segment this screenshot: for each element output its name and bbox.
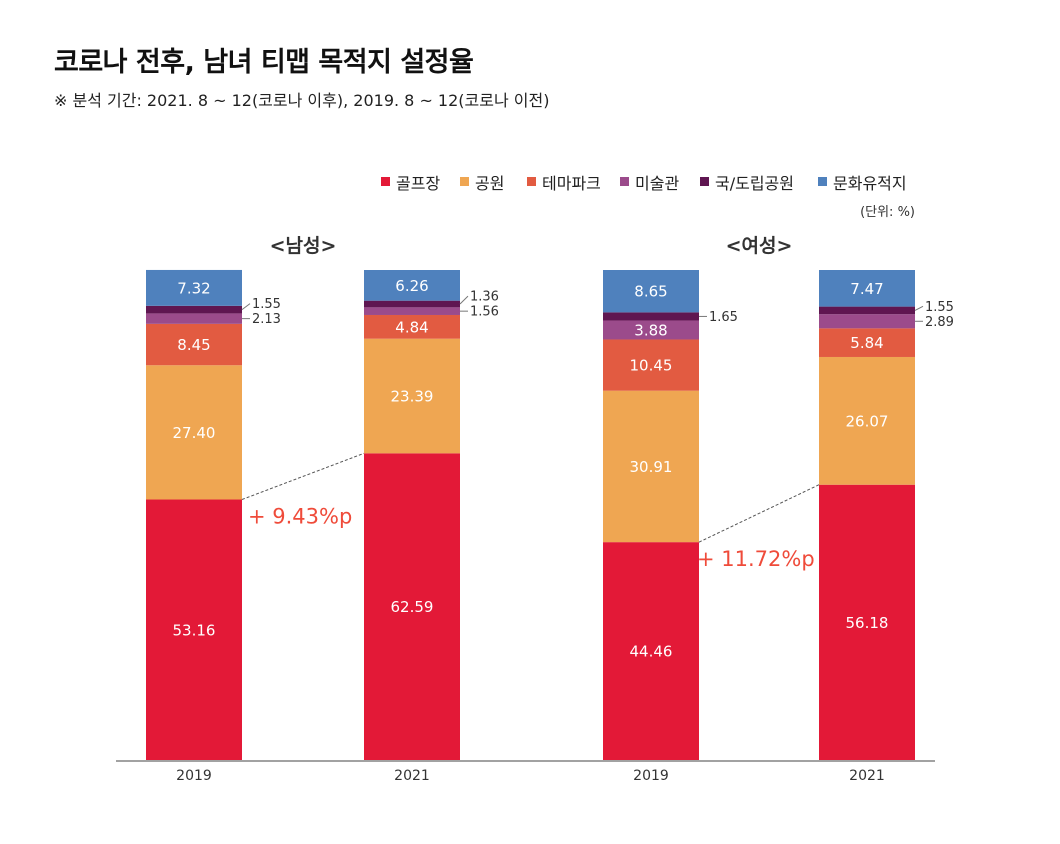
group-label: <여성> [726,235,793,257]
legend-swatch [818,177,827,186]
unit-label: (단위: %) [860,205,915,220]
bar-segment [603,320,699,340]
legend-label: 문화유적지 [833,174,907,193]
data-label: 8.65 [634,283,667,301]
legend-label: 테마파크 [542,174,601,193]
x-tick-label: 2021 [394,768,430,784]
data-label: 56.18 [846,614,889,632]
bar-segment [603,270,699,313]
data-label: 7.47 [850,280,883,298]
bar-segment [146,313,242,324]
change-connector-line [698,484,820,543]
data-label: 30.91 [630,458,673,476]
legend-swatch [460,177,469,186]
bar-segment [146,323,242,366]
bar-segment [819,306,915,315]
bar-segment [603,312,699,321]
legend-swatch [527,177,536,186]
legend-label: 미술관 [635,174,679,193]
data-label: 5.84 [850,334,883,352]
data-label: 1.56 [470,305,499,320]
data-label-leader-line [459,295,469,305]
bar-segment [364,307,460,315]
page-title: 코로나 전후, 남녀 티맵 목적지 설정율 [54,47,474,78]
bar-segment [603,390,699,543]
data-label: 1.65 [709,310,738,325]
page-subtitle: ※ 분석 기간: 2021. 8 ~ 12(코로나 이후), 2019. 8 ~… [54,91,550,110]
data-label-leader-line [914,305,924,311]
legend-swatch [620,177,629,186]
x-tick-label: 2019 [176,768,212,784]
data-label: 6.26 [395,277,428,295]
x-tick-label: 2021 [849,768,885,784]
change-annotation: + 11.72%p [697,547,815,571]
bar-segment [146,269,242,306]
data-label: 2.89 [925,315,954,330]
bar-segment [364,338,460,454]
group-label: <남성> [270,235,337,257]
bar-segment [819,328,915,357]
data-label: 53.16 [173,621,216,639]
data-label: 44.46 [630,643,673,661]
change-connector-line [241,452,365,500]
data-label: 4.84 [395,318,428,336]
data-label: 1.55 [925,300,954,315]
bar-segment [819,356,915,485]
change-annotation: + 9.43%p [248,505,352,529]
legend-label: 국/도립공원 [715,174,794,193]
data-label-leader-line [241,303,251,311]
data-label: 62.59 [391,598,434,616]
data-label: 10.45 [630,357,673,375]
legend-swatch [381,177,390,186]
data-label: 1.36 [470,290,499,305]
bar-segment [146,305,242,314]
legend-label: 공원 [475,174,504,193]
data-label: 2.13 [252,312,281,327]
bar-segment [603,542,699,760]
bar-segment [364,300,460,308]
data-label: 23.39 [391,388,434,406]
data-label: 1.55 [252,297,281,312]
data-label: 26.07 [846,412,889,430]
bar-segment [364,453,460,760]
bar-segment [146,365,242,500]
bar-segment [364,270,460,301]
bar-segment [819,270,915,307]
bar-segment [364,314,460,339]
data-label: 27.40 [173,424,216,442]
bar-segment [603,339,699,391]
bar-segment [819,314,915,329]
legend-label: 골프장 [396,174,440,193]
bar-segment [819,484,915,760]
legend-swatch [700,177,709,186]
data-label: 3.88 [634,321,667,339]
data-label: 8.45 [177,336,210,354]
x-tick-label: 2019 [633,768,669,784]
data-label: 7.32 [177,279,210,297]
bar-segment [146,499,242,760]
